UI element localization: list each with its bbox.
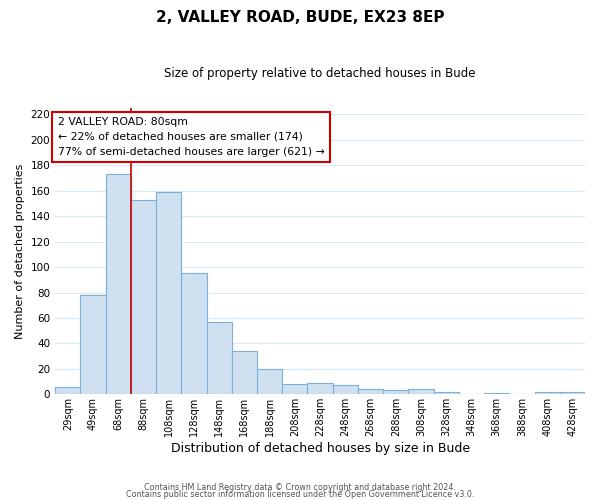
Bar [131,200,156,394]
Bar [181,274,206,394]
Bar [282,384,307,394]
Bar [257,369,282,394]
Text: 2, VALLEY ROAD, BUDE, EX23 8EP: 2, VALLEY ROAD, BUDE, EX23 8EP [156,10,444,25]
Text: Contains public sector information licensed under the Open Government Licence v3: Contains public sector information licen… [126,490,474,499]
Bar [332,386,358,394]
Bar [434,392,459,394]
Bar [232,351,257,395]
Bar [484,393,509,394]
Bar [55,386,80,394]
Bar [156,192,181,394]
Bar [358,389,383,394]
Text: Contains HM Land Registry data © Crown copyright and database right 2024.: Contains HM Land Registry data © Crown c… [144,484,456,492]
Bar [106,174,131,394]
X-axis label: Distribution of detached houses by size in Bude: Distribution of detached houses by size … [170,442,470,455]
Y-axis label: Number of detached properties: Number of detached properties [15,164,25,339]
Bar [560,392,585,394]
Bar [206,322,232,394]
Bar [409,389,434,394]
Text: 2 VALLEY ROAD: 80sqm
← 22% of detached houses are smaller (174)
77% of semi-deta: 2 VALLEY ROAD: 80sqm ← 22% of detached h… [58,117,325,156]
Bar [80,295,106,394]
Bar [535,392,560,394]
Title: Size of property relative to detached houses in Bude: Size of property relative to detached ho… [164,68,476,80]
Bar [307,383,332,394]
Bar [383,390,409,394]
